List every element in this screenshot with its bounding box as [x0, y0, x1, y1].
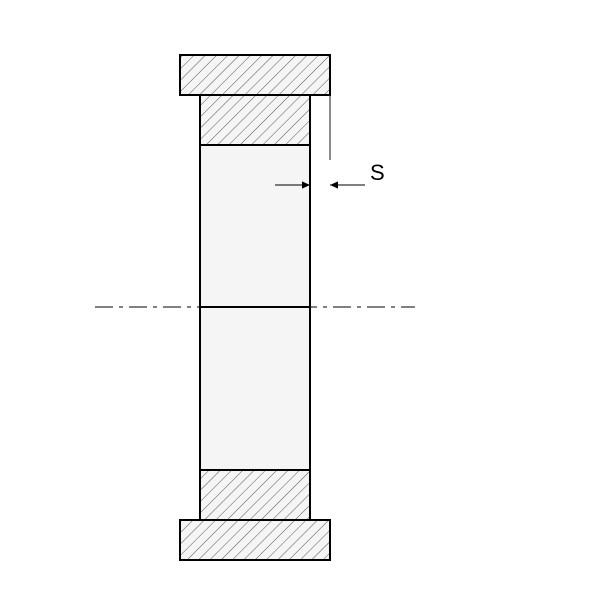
outer-ring-top-step	[200, 95, 310, 145]
outer-ring-bottom-step	[200, 470, 310, 520]
outer-ring-top-section	[180, 55, 330, 95]
roller-body-top	[200, 145, 310, 307]
outer-ring-bottom-section	[180, 520, 330, 560]
dimension-label-s: S	[370, 160, 385, 185]
roller-body-bottom	[200, 307, 310, 470]
